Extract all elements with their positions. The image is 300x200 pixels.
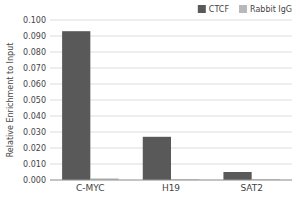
legend: CTCF Rabbit IgG xyxy=(198,5,292,14)
bars xyxy=(62,31,280,180)
y-tick-label: 0.020 xyxy=(23,144,46,153)
y-axis-label: Relative Enrichment to Input xyxy=(6,43,15,158)
y-tick-label: 0.070 xyxy=(23,64,46,73)
chart: 0.000 0.010 0.020 0.030 0.040 0.050 0.060 0.070… xyxy=(0,0,300,200)
y-tick-label: 0.100 xyxy=(23,16,46,25)
x-tick-label: SAT2 xyxy=(240,183,263,193)
legend-swatch xyxy=(239,5,247,13)
bar xyxy=(223,172,251,180)
x-axis-line xyxy=(50,180,292,181)
grid xyxy=(50,20,292,180)
grid-line xyxy=(50,180,292,181)
y-tick-label: 0.000 xyxy=(23,176,46,185)
y-tick-label: 0.050 xyxy=(23,96,46,105)
bar xyxy=(143,137,171,180)
y-tick-label: 0.060 xyxy=(23,80,46,89)
legend-swatch xyxy=(198,5,206,13)
y-tick-label: 0.090 xyxy=(23,32,46,41)
legend-label: Rabbit IgG xyxy=(250,5,292,14)
bar xyxy=(62,31,90,180)
legend-label: CTCF xyxy=(209,5,230,14)
y-tick-label: 0.040 xyxy=(23,112,46,121)
y-tick-label: 0.030 xyxy=(23,128,46,137)
grid-line xyxy=(50,20,292,21)
y-tick-label: 0.080 xyxy=(23,48,46,57)
x-tick-label: H19 xyxy=(162,183,180,193)
x-tick-label: C-MYC xyxy=(76,183,105,193)
y-tick-label: 0.010 xyxy=(23,160,46,169)
